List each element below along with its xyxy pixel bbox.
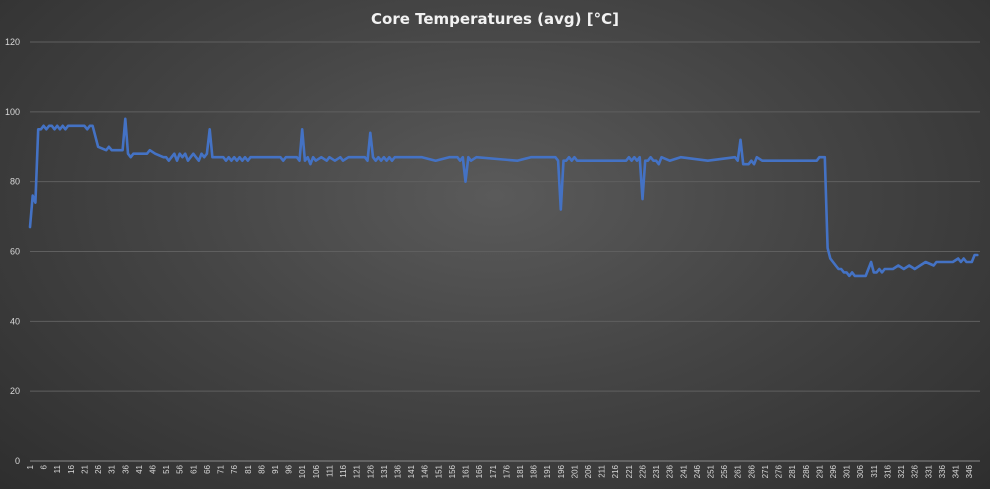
x-tick-label: 346: [965, 464, 974, 478]
y-tick-label: 100: [5, 107, 20, 117]
y-tick-label: 40: [10, 316, 20, 326]
x-tick-label: 211: [598, 464, 607, 477]
x-tick-label: 71: [217, 464, 226, 473]
x-tick-label: 271: [761, 464, 770, 478]
x-tick-label: 186: [530, 464, 539, 478]
x-tick-label: 46: [148, 464, 157, 473]
x-tick-label: 116: [339, 464, 348, 477]
x-tick-label: 146: [421, 464, 430, 478]
x-tick-label: 261: [734, 464, 743, 478]
y-tick-label: 120: [5, 37, 20, 47]
y-tick-label: 80: [10, 177, 20, 187]
x-tick-label: 56: [176, 464, 185, 473]
x-tick-label: 66: [203, 464, 212, 473]
x-tick-label: 226: [638, 464, 647, 478]
y-axis-ticks: 0 20 40 60 80 100 120: [5, 37, 20, 466]
x-tick-label: 291: [815, 464, 824, 478]
x-tick-label: 201: [570, 464, 579, 478]
x-tick-label: 306: [856, 464, 865, 478]
x-tick-label: 321: [897, 464, 906, 478]
x-tick-label: 16: [67, 464, 76, 473]
x-tick-label: 81: [244, 464, 253, 473]
series-layer: [28, 117, 979, 278]
x-tick-label: 311: [870, 464, 879, 477]
x-tick-label: 41: [135, 464, 144, 473]
x-tick-label: 161: [462, 464, 471, 478]
x-tick-label: 96: [285, 464, 294, 473]
x-tick-label: 51: [162, 464, 171, 473]
x-tick-label: 106: [312, 464, 321, 478]
x-tick-label: 251: [707, 464, 716, 478]
x-tick-label: 121: [353, 464, 362, 478]
x-tick-label: 21: [80, 464, 89, 473]
x-tick-label: 86: [257, 464, 266, 473]
x-tick-label: 216: [611, 464, 620, 478]
x-tick-label: 91: [271, 464, 280, 473]
x-tick-label: 336: [938, 464, 947, 478]
y-tick-label: 60: [10, 247, 20, 257]
x-tick-label: 126: [366, 464, 375, 478]
x-tick-label: 276: [775, 464, 784, 478]
x-tick-label: 36: [121, 464, 130, 473]
x-tick-label: 111: [325, 464, 334, 477]
x-tick-label: 196: [557, 464, 566, 478]
chart-title: Core Temperatures (avg) [°C]: [371, 10, 619, 28]
x-tick-label: 266: [747, 464, 756, 478]
x-tick-label: 236: [666, 464, 675, 478]
x-tick-label: 331: [924, 464, 933, 478]
x-tick-label: 286: [802, 464, 811, 478]
x-tick-label: 341: [952, 464, 961, 478]
x-tick-label: 11: [53, 464, 62, 473]
x-tick-label: 141: [407, 464, 416, 478]
x-tick-label: 256: [720, 464, 729, 478]
x-tick-label: 26: [94, 464, 103, 473]
x-tick-label: 1: [26, 464, 35, 469]
x-tick-label: 76: [230, 464, 239, 473]
x-tick-label: 151: [434, 464, 443, 478]
gridlines: [30, 41, 980, 392]
y-tick-label: 0: [15, 456, 20, 466]
x-tick-label: 301: [843, 464, 852, 478]
x-tick-label: 101: [298, 464, 307, 478]
x-tick-label: 136: [393, 464, 402, 478]
x-tick-label: 31: [108, 464, 117, 473]
x-tick-label: 176: [502, 464, 511, 478]
x-axis-ticks: 1 6 11 16 21 26 31 36 41 46 51 56 61 66 71 76 81 86 91 96 10…: [26, 464, 974, 478]
x-tick-label: 206: [584, 464, 593, 478]
x-tick-label: 316: [883, 464, 892, 478]
x-tick-label: 296: [829, 464, 838, 478]
x-tick-label: 246: [693, 464, 702, 478]
x-tick-label: 61: [189, 464, 198, 473]
x-tick-label: 191: [543, 464, 552, 478]
x-tick-label: 181: [516, 464, 525, 478]
x-tick-label: 221: [625, 464, 634, 478]
x-tick-label: 156: [448, 464, 457, 478]
x-tick-label: 241: [679, 464, 688, 478]
y-tick-label: 20: [10, 386, 20, 396]
x-tick-label: 131: [380, 464, 389, 478]
x-tick-label: 6: [40, 464, 49, 469]
x-tick-label: 231: [652, 464, 661, 478]
x-tick-label: 326: [911, 464, 920, 478]
series-line: [28, 117, 979, 278]
x-tick-label: 171: [489, 464, 498, 478]
x-tick-label: 166: [475, 464, 484, 478]
x-tick-label: 281: [788, 464, 797, 478]
